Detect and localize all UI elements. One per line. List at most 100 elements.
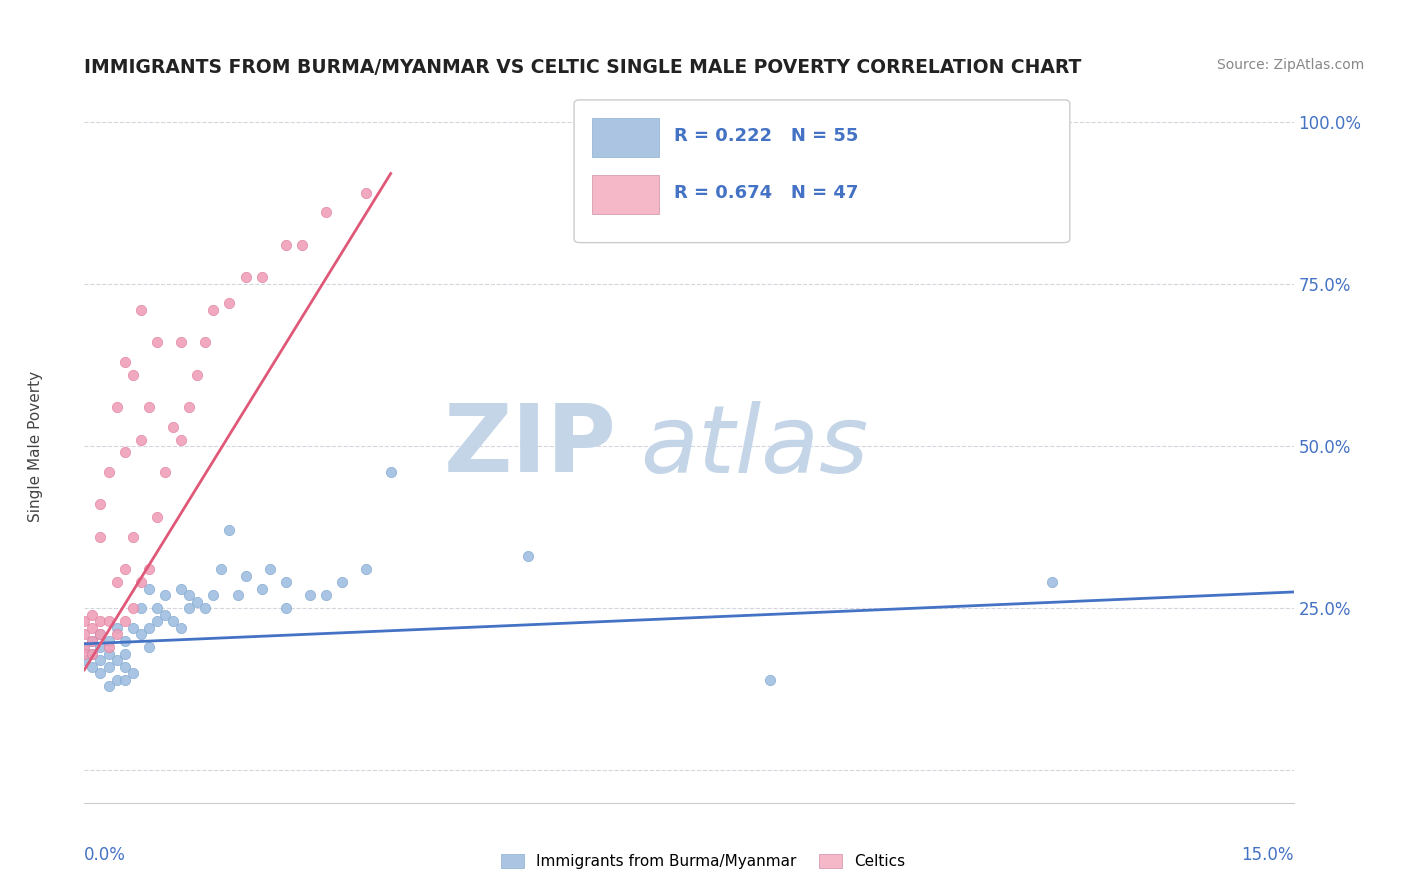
Point xyxy=(89,614,111,628)
Point xyxy=(89,497,111,511)
Point xyxy=(114,659,136,673)
Point xyxy=(146,510,169,524)
Point xyxy=(138,621,160,635)
Point xyxy=(105,653,128,667)
FancyBboxPatch shape xyxy=(574,100,1070,243)
Point xyxy=(179,588,201,602)
Point xyxy=(1040,575,1063,590)
Point xyxy=(162,614,184,628)
FancyBboxPatch shape xyxy=(592,175,658,214)
Text: 15.0%: 15.0% xyxy=(1241,846,1294,863)
Point xyxy=(97,640,120,654)
Text: Single Male Poverty: Single Male Poverty xyxy=(28,370,42,522)
Point xyxy=(170,582,193,596)
Point xyxy=(82,621,104,635)
Point xyxy=(73,614,96,628)
Point xyxy=(121,666,143,681)
Point xyxy=(73,640,96,654)
Point xyxy=(146,335,169,350)
Point xyxy=(250,270,273,285)
Point xyxy=(82,633,104,648)
Point xyxy=(114,354,136,368)
Point xyxy=(516,549,538,564)
Point xyxy=(153,588,176,602)
Text: R = 0.222   N = 55: R = 0.222 N = 55 xyxy=(675,128,859,145)
Point xyxy=(153,465,176,479)
Point xyxy=(114,445,136,459)
Point xyxy=(89,666,111,681)
Point xyxy=(274,238,297,252)
Point xyxy=(82,647,104,661)
Point xyxy=(218,524,240,538)
Point xyxy=(105,400,128,414)
Point xyxy=(202,588,225,602)
Point xyxy=(170,335,193,350)
Point xyxy=(380,465,402,479)
Point xyxy=(209,562,232,576)
Point xyxy=(299,588,322,602)
Point xyxy=(170,433,193,447)
Point xyxy=(315,588,337,602)
Point xyxy=(138,582,160,596)
Point xyxy=(259,562,281,576)
Point xyxy=(82,633,104,648)
Point xyxy=(97,647,120,661)
Point xyxy=(97,679,120,693)
Text: Source: ZipAtlas.com: Source: ZipAtlas.com xyxy=(1216,58,1364,72)
Point xyxy=(114,673,136,687)
Point xyxy=(89,640,111,654)
Point xyxy=(82,647,104,661)
Point xyxy=(121,368,143,382)
Point xyxy=(179,400,201,414)
Point xyxy=(97,614,120,628)
Point xyxy=(89,627,111,641)
Point xyxy=(274,601,297,615)
Point xyxy=(89,530,111,544)
Point xyxy=(129,575,152,590)
Point xyxy=(138,400,160,414)
Point xyxy=(105,575,128,590)
Point xyxy=(121,621,143,635)
Text: 0.0%: 0.0% xyxy=(84,846,127,863)
Point xyxy=(186,595,208,609)
FancyBboxPatch shape xyxy=(592,118,658,157)
Point xyxy=(105,673,128,687)
Point xyxy=(758,673,780,687)
Text: atlas: atlas xyxy=(641,401,869,491)
Point xyxy=(105,627,128,641)
Point xyxy=(129,433,152,447)
Point xyxy=(274,575,297,590)
Point xyxy=(129,302,152,317)
Point xyxy=(138,562,160,576)
Point xyxy=(194,601,217,615)
Text: R = 0.674   N = 47: R = 0.674 N = 47 xyxy=(675,185,859,202)
Point xyxy=(186,368,208,382)
Point xyxy=(146,614,169,628)
Point xyxy=(73,653,96,667)
Point xyxy=(138,640,160,654)
Point xyxy=(194,335,217,350)
Point xyxy=(330,575,353,590)
Point xyxy=(179,601,201,615)
Point xyxy=(89,627,111,641)
Point xyxy=(114,562,136,576)
Point xyxy=(114,647,136,661)
Point xyxy=(82,659,104,673)
Point xyxy=(315,205,337,219)
Point xyxy=(73,647,96,661)
Point xyxy=(73,627,96,641)
Point xyxy=(114,633,136,648)
Point xyxy=(356,186,378,200)
Point xyxy=(235,270,257,285)
Point xyxy=(97,659,120,673)
Point xyxy=(356,562,378,576)
Legend: Immigrants from Burma/Myanmar, Celtics: Immigrants from Burma/Myanmar, Celtics xyxy=(495,848,911,875)
Point xyxy=(202,302,225,317)
Point xyxy=(170,621,193,635)
Point xyxy=(235,568,257,582)
Point xyxy=(291,238,314,252)
Point xyxy=(162,419,184,434)
Point xyxy=(121,601,143,615)
Point xyxy=(121,530,143,544)
Point xyxy=(97,633,120,648)
